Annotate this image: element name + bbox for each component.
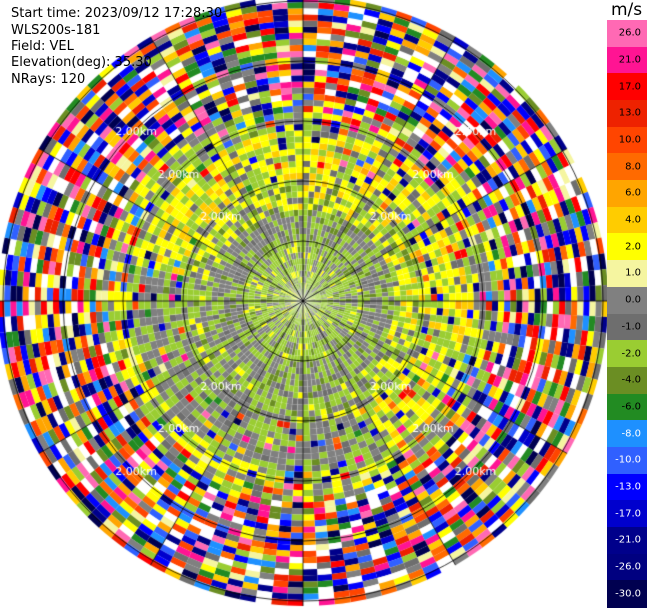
- colorbar-segment: [607, 286, 647, 315]
- colorbar-tick-label: 1.0: [625, 267, 641, 279]
- colorbar-tick-label: -26.0: [615, 561, 641, 573]
- colorbar-tick-label: 8.0: [625, 161, 641, 173]
- colorbar-tick-label: -30.0: [615, 588, 641, 600]
- colorbar: 26.0 21.0 17.0 13.0 10.0 8.0 6.0 4.0 2.0 1.0 0.0 -1…: [607, 20, 647, 608]
- colorbar-segment: [607, 553, 647, 581]
- colorbar-tick-label: 6.0: [625, 187, 641, 199]
- nrays-label: NRays: 120: [11, 72, 86, 87]
- colorbar-segment: [607, 153, 647, 181]
- colorbar-segment: [607, 393, 647, 421]
- start-time-label: Start time: 2023/09/12 17:28:30: [11, 6, 223, 21]
- colorbar-tick-label: -13.0: [615, 481, 641, 493]
- colorbar-segment: [607, 260, 647, 288]
- field-label: Field: VEL: [11, 39, 74, 54]
- colorbar-segment: [607, 233, 647, 261]
- elevation-label: Elevation(deg): 35.30: [11, 55, 152, 70]
- colorbar-segment: [607, 206, 647, 235]
- colorbar-segment: [607, 46, 647, 74]
- colorbar-tick-label: -21.0: [615, 534, 641, 546]
- colorbar-segment: [607, 500, 647, 528]
- colorbar-segment: [607, 126, 647, 154]
- colorbar-segment: [607, 313, 647, 341]
- colorbar-tick-label: -4.0: [621, 374, 641, 386]
- colorbar-title: m/s: [611, 0, 643, 20]
- colorbar-tick-label: -6.0: [621, 401, 641, 413]
- colorbar-segment: [607, 340, 647, 368]
- colorbar-tick-label: 0.0: [625, 294, 641, 306]
- colorbar-segment: [607, 446, 647, 475]
- colorbar-tick-label: 17.0: [618, 81, 641, 93]
- colorbar-tick-label: -8.0: [621, 428, 641, 440]
- colorbar-segment: [607, 180, 647, 208]
- colorbar-tick-label: -1.0: [621, 321, 641, 333]
- colorbar-tick-label: 13.0: [618, 107, 641, 119]
- colorbar-segment: [607, 366, 647, 395]
- colorbar-segment: [607, 473, 647, 501]
- colorbar-tick-label: 26.0: [618, 27, 641, 39]
- colorbar-segment: [607, 73, 647, 101]
- colorbar-tick-label: 2.0: [625, 241, 641, 253]
- colorbar-segment: [607, 20, 647, 48]
- colorbar-tick-label: -2.0: [621, 348, 641, 360]
- colorbar-segment: [607, 526, 647, 555]
- colorbar-segment: [607, 580, 647, 608]
- colorbar-tick-label: -10.0: [615, 454, 641, 466]
- colorbar-segment: [607, 420, 647, 448]
- colorbar-tick-label: 21.0: [618, 54, 641, 66]
- instrument-label: WLS200s-181: [11, 23, 101, 38]
- colorbar-tick-label: -17.0: [615, 508, 641, 520]
- colorbar-tick-label: 4.0: [625, 214, 641, 226]
- colorbar-tick-label: 10.0: [618, 134, 641, 146]
- colorbar-segment: [607, 100, 647, 128]
